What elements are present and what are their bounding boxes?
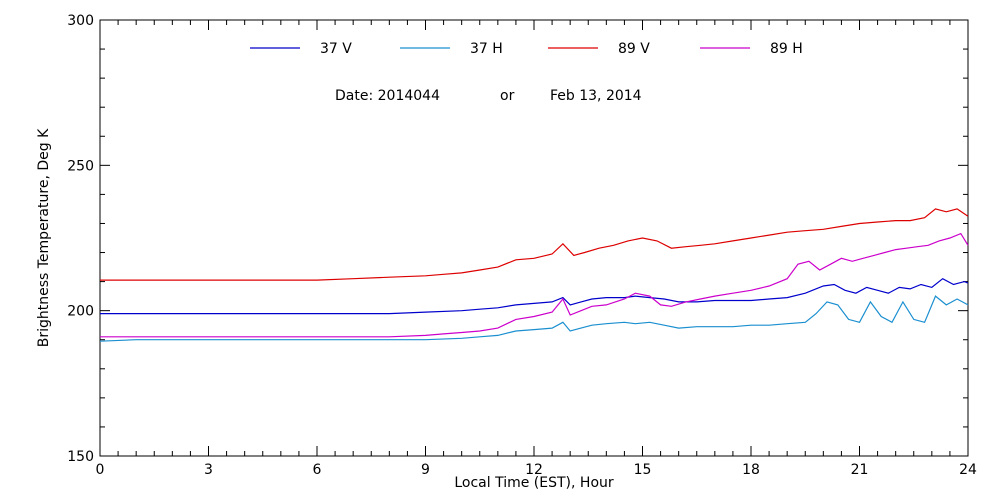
date-text: Feb 13, 2014: [550, 88, 642, 104]
x-tick-label: 18: [742, 462, 760, 478]
or-label: or: [500, 88, 515, 104]
series-line-37-h: [99, 295, 969, 342]
legend-label: 89 H: [770, 41, 803, 57]
series-lines: [99, 208, 969, 342]
legend-label: 37 V: [320, 41, 352, 57]
x-tick-label: 15: [634, 462, 652, 478]
y-tick-label: 300: [67, 13, 94, 29]
series-line-89-v: [100, 208, 969, 281]
series-line-89-h: [100, 232, 969, 338]
y-tick-label: 150: [67, 449, 94, 465]
axis-ticks: 0 3 6 9 12 15 18 21 24 150 200 250 300: [67, 13, 977, 478]
legend-label: 37 H: [470, 41, 503, 57]
date-label: Date: 2014044: [335, 88, 440, 104]
series-line-37-v: [100, 277, 969, 315]
x-tick-label: 3: [204, 462, 213, 478]
x-tick-label: 0: [96, 462, 105, 478]
y-axis-label: Brightness Temperature, Deg K: [36, 128, 52, 347]
y-tick-label: 250: [67, 158, 94, 174]
x-tick-label: 21: [851, 462, 869, 478]
legend-label: 89 V: [618, 41, 650, 57]
legend: 37 V 37 H 89 V 89 H: [250, 41, 803, 57]
x-axis-label: Local Time (EST), Hour: [454, 475, 614, 491]
x-tick-label: 12: [525, 462, 543, 478]
x-tick-label: 6: [313, 462, 322, 478]
y-tick-label: 200: [67, 304, 94, 320]
plot-frame: [99, 19, 969, 457]
x-tick-label: 9: [421, 462, 430, 478]
x-tick-label: 24: [959, 462, 977, 478]
